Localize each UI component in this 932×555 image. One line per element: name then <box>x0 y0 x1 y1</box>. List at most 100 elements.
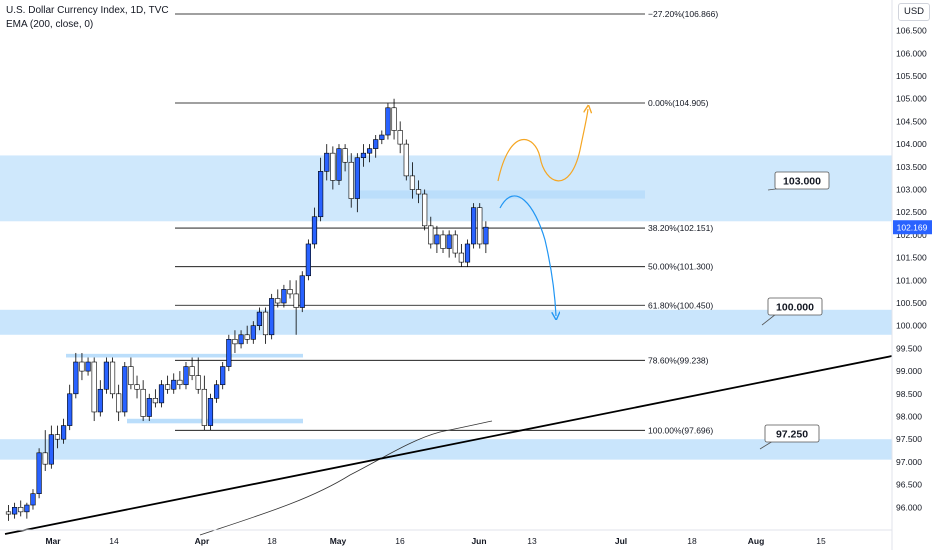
chart-legend: U.S. Dollar Currency Index, 1D, TVC EMA … <box>6 4 169 32</box>
candle-body <box>140 388 146 417</box>
candle-body <box>373 139 379 149</box>
candle-body <box>446 234 452 249</box>
candle-body <box>54 434 61 440</box>
candle-body <box>103 361 110 390</box>
candle-body <box>477 207 483 245</box>
price-tick-label: 106.000 <box>896 48 927 58</box>
price-tick-label: 101.000 <box>896 275 927 285</box>
level-label-box <box>764 424 820 443</box>
currency-button[interactable]: USD <box>898 3 930 21</box>
level-label-box <box>767 297 823 316</box>
support-resistance-zone <box>0 309 892 335</box>
ema-indicator-label[interactable]: EMA (200, close, 0) <box>6 19 94 30</box>
zones-layer <box>0 155 892 460</box>
candle-body <box>122 366 128 413</box>
price-tick-label: 98.000 <box>896 412 922 422</box>
trendline <box>4 355 893 535</box>
candle-body <box>146 398 152 417</box>
projection-path-blue <box>499 195 556 316</box>
candle-body <box>42 452 48 465</box>
candle-body <box>97 388 103 413</box>
candle-body <box>226 339 232 367</box>
candle-body <box>330 152 336 181</box>
last-price-tag: 102.169 <box>893 220 932 235</box>
price-tick-label: 102.000 <box>896 230 927 240</box>
price-tick-label: 104.500 <box>896 116 927 126</box>
candle-body <box>91 361 97 413</box>
candle-body <box>360 152 367 159</box>
last-price-tag-bg <box>893 220 932 235</box>
candle-body <box>165 384 171 390</box>
candle-body <box>213 384 220 399</box>
candle-body <box>403 143 409 177</box>
level-labels-layer: 103.000 100.000 97.250 <box>759 171 830 450</box>
price-tick-label: 99.000 <box>896 366 922 376</box>
candle-body <box>269 298 275 336</box>
candle-body <box>18 506 24 513</box>
time-tick-label: 18 <box>687 536 697 546</box>
candle-body <box>311 216 318 245</box>
fib-level-label: 61.80%(100.450) <box>648 300 713 310</box>
candle-body <box>385 107 391 136</box>
price-tick-label: 96.000 <box>896 502 922 512</box>
candle-body <box>422 193 428 227</box>
candle-body <box>440 234 446 249</box>
candle-body <box>79 361 85 372</box>
candle-body <box>348 161 354 199</box>
candle-body <box>189 366 195 376</box>
price-tick-label: 105.500 <box>896 71 927 81</box>
callout-pointer <box>761 313 777 326</box>
fib-level-label: 78.60%(99.238) <box>648 355 709 365</box>
candle-body <box>207 398 214 426</box>
candle-body <box>201 388 207 426</box>
candle-body <box>60 425 67 440</box>
candle-body <box>262 311 269 336</box>
price-tick-label: 96.500 <box>896 480 922 490</box>
price-tick-label: 103.000 <box>896 185 927 195</box>
candle-body <box>305 243 311 277</box>
candle-body <box>299 275 305 308</box>
price-tick-label: 106.500 <box>896 26 927 36</box>
candle-body <box>379 134 385 140</box>
candle-body <box>256 311 263 326</box>
price-tick-label: 100.500 <box>896 298 927 308</box>
candle-body <box>434 234 440 245</box>
candle-body <box>415 189 422 195</box>
price-tick-label: 98.500 <box>896 389 922 399</box>
price-tick-label: 104.000 <box>896 139 927 149</box>
candle-body <box>354 157 360 199</box>
candle-body <box>134 384 140 390</box>
candle-body <box>116 393 122 413</box>
candle-body <box>483 226 489 245</box>
candle-body <box>281 289 287 304</box>
time-tick-label: 14 <box>109 536 119 546</box>
candle-body <box>232 339 238 345</box>
candle-body <box>464 243 471 263</box>
candle-body <box>342 148 348 163</box>
candle-body <box>220 366 226 386</box>
candle-body <box>244 334 250 340</box>
time-axis[interactable]: Mar 14 Apr 18 May 16 Jun 13 Jul 18 Aug 15 <box>45 536 826 546</box>
price-tick-label: 97.500 <box>896 434 922 444</box>
candle-body <box>152 398 158 404</box>
candle-body <box>73 361 79 395</box>
candle-body <box>158 384 165 404</box>
candle-body <box>67 393 73 426</box>
candle-body <box>324 152 330 172</box>
candle-body <box>452 234 458 254</box>
price-axis[interactable]: 96.000 96.500 97.000 97.500 98.000 98.500 99.0… <box>896 26 927 513</box>
candle-body <box>391 107 397 131</box>
price-tick-label: 103.500 <box>896 162 927 172</box>
price-tick-label: 102.500 <box>896 207 927 217</box>
candle-body <box>275 298 281 304</box>
candle-body <box>48 434 54 465</box>
time-tick-label: Mar <box>45 536 61 546</box>
time-tick-label: 13 <box>527 536 537 546</box>
candle-body <box>293 293 299 308</box>
support-resistance-zone <box>0 155 892 222</box>
level-label-box <box>774 171 830 190</box>
time-tick-label: Jul <box>615 536 627 546</box>
symbol-title[interactable]: U.S. Dollar Currency Index, 1D, TVC <box>6 5 169 16</box>
